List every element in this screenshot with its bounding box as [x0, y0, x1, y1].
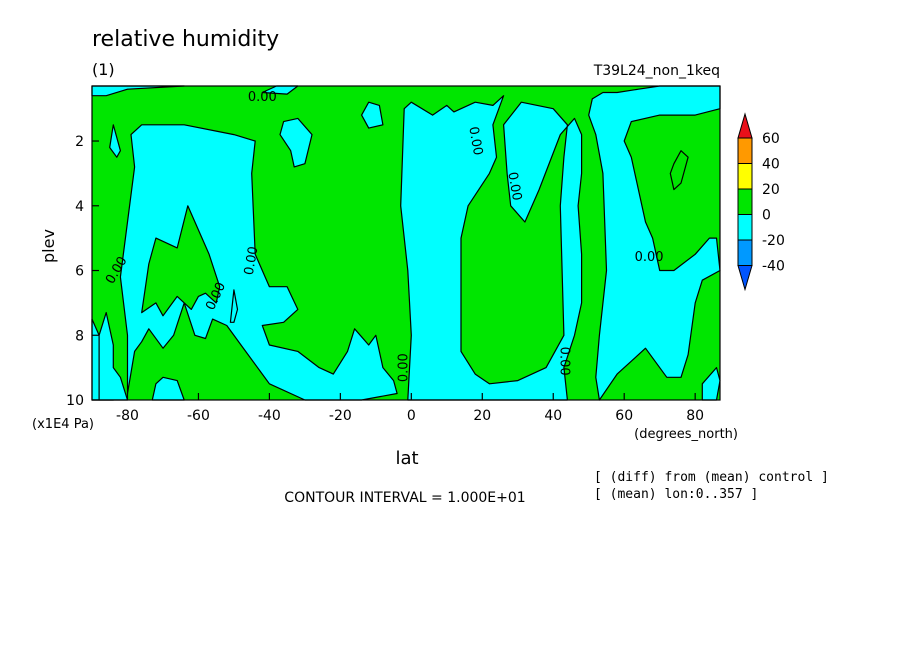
y-axis-units: (x1E4 Pa): [32, 417, 94, 432]
contour-region-5: [229, 289, 239, 323]
x-tick-label-8: 80: [686, 408, 704, 424]
footer-note-mean: [ (mean) lon:0..357 ]: [594, 487, 758, 502]
y-axis: 2 4 6 8 10: [66, 134, 99, 409]
colorbar-label-2: 20: [762, 182, 780, 198]
colorbar-swatch-3: [737, 188, 753, 215]
contour-label-4: 0.00: [397, 353, 412, 382]
colorbar-label-4: -20: [762, 233, 785, 249]
x-axis-units: (degrees_north): [634, 427, 738, 442]
x-tick-label-7: 60: [615, 408, 633, 424]
plot-area: [91, 85, 721, 401]
chart-subtitle-right: T39L24_non_1keq: [593, 63, 720, 79]
contour-label-3: 0.00: [248, 90, 277, 105]
x-tick-label-6: 40: [544, 408, 562, 424]
contour-region-6: [279, 117, 313, 168]
x-axis: -80 -60 -40 -20 0 20 40 60 80: [116, 393, 704, 424]
x-tick-label-5: 20: [473, 408, 491, 424]
contour-label-7: 0.00: [556, 347, 571, 376]
colorbar-swatch-4: [737, 214, 753, 241]
y-axis-label: plev: [39, 229, 58, 263]
colorbar-label-5: -40: [762, 259, 785, 275]
colorbar-label-3: 0: [762, 208, 771, 224]
chart-subtitle-left: (1): [92, 60, 115, 79]
chart-title: relative humidity: [92, 27, 279, 52]
contour-region-11: [400, 95, 583, 401]
colorbar: 60 40 20 0 -20 -40: [737, 112, 785, 292]
x-axis-label: lat: [395, 448, 418, 469]
x-tick-label-2: -40: [258, 408, 281, 424]
contour-region-13: [669, 150, 689, 191]
y-tick-label-1: 4: [75, 199, 84, 215]
contour-label-6: 0.00: [504, 171, 524, 202]
footer-note-diff: [ (diff) from (mean) control ]: [594, 470, 829, 485]
colorbar-arrow-top: [737, 112, 753, 139]
colorbar-swatch-2: [737, 163, 753, 190]
contour-label-2: 0.00: [242, 245, 262, 276]
y-tick-label-4: 10: [66, 393, 84, 409]
x-tick-label-4: 0: [407, 408, 416, 424]
colorbar-label-1: 40: [762, 157, 780, 173]
x-tick-label-0: -80: [116, 408, 139, 424]
contour-region-8: [109, 124, 122, 158]
contour-region-12: [588, 85, 721, 401]
y-tick-label-2: 6: [75, 264, 84, 280]
contour-region-3: [119, 124, 398, 401]
contour-region-14: [701, 367, 721, 401]
contour-interval-text: CONTOUR INTERVAL = 1.000E+01: [284, 490, 525, 506]
contour-region-4: [141, 205, 221, 317]
x-tick-label-3: -20: [329, 408, 352, 424]
contour-region-7: [361, 101, 384, 129]
colorbar-swatch-1: [737, 137, 753, 164]
colorbar-label-0: 60: [762, 131, 780, 147]
colorbar-arrow-bottom: [737, 265, 753, 292]
plot-frame: [91, 85, 721, 401]
colorbar-swatch-5: [737, 239, 753, 266]
contour-label-5: 0.00: [465, 125, 485, 156]
contour-label-8: 0.00: [635, 250, 664, 265]
x-tick-label-1: -60: [187, 408, 210, 424]
y-tick-label-0: 2: [75, 134, 84, 150]
contour-region-1: [98, 312, 129, 401]
y-tick-label-3: 8: [75, 328, 84, 344]
